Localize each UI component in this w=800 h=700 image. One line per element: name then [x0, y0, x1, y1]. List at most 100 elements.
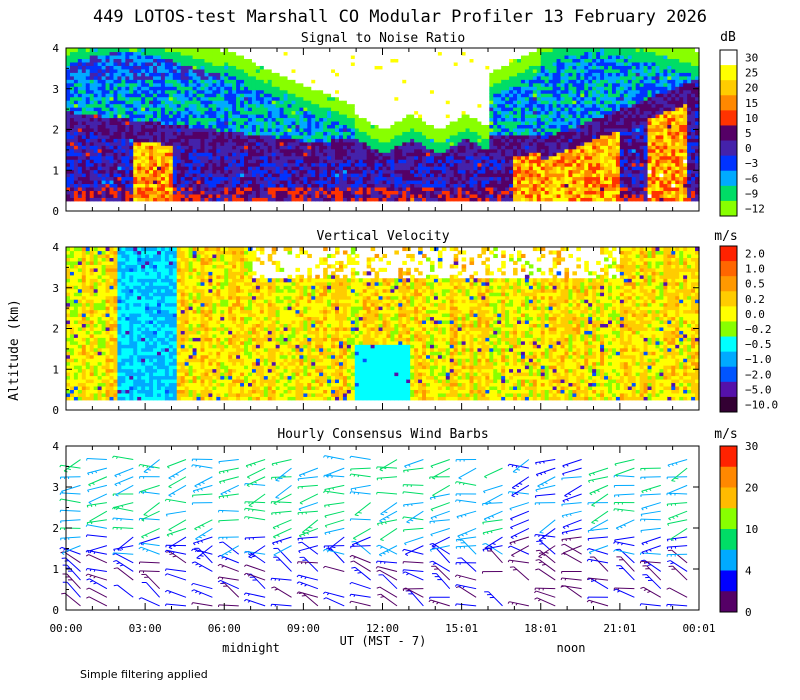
snr-cell	[247, 110, 253, 115]
snr-cell	[180, 131, 186, 136]
snr-cell	[402, 134, 407, 139]
snr-cell	[121, 193, 126, 198]
snr-cell	[77, 89, 83, 94]
snr-cell	[77, 190, 83, 195]
snr-cell	[141, 48, 146, 53]
snr-cell	[279, 183, 285, 188]
snr-cell	[93, 48, 99, 53]
snr-cell	[232, 54, 237, 60]
snr-cell	[299, 169, 304, 174]
snr-cell	[489, 162, 494, 167]
snr-cell	[394, 107, 399, 112]
snr-cell	[255, 86, 261, 91]
snr-cell	[184, 141, 190, 146]
snr-cell	[263, 127, 269, 132]
snr-cell	[160, 169, 166, 174]
snr-cell	[354, 103, 360, 108]
snr-cell	[315, 107, 320, 112]
snr-cell	[342, 86, 348, 91]
snr-cell	[481, 166, 486, 171]
snr-cell	[121, 100, 126, 105]
snr-cell	[354, 120, 360, 126]
snr-cell	[354, 145, 360, 150]
snr-cell	[501, 138, 506, 143]
snr-cell	[406, 68, 411, 73]
snr-cell	[240, 58, 245, 63]
snr-cell	[422, 183, 427, 188]
snr-cell	[196, 162, 202, 167]
snr-cell	[275, 89, 281, 94]
snr-cell	[513, 183, 518, 188]
snr-cell	[180, 166, 186, 171]
snr-cell	[240, 89, 245, 94]
snr-cell	[374, 152, 380, 157]
snr-cell	[323, 197, 328, 202]
snr-cell	[141, 166, 146, 171]
snr-cell	[97, 138, 103, 143]
snr-cell	[493, 138, 498, 143]
snr-cell	[429, 176, 435, 181]
snr-cell	[469, 148, 475, 153]
snr-cell	[493, 120, 498, 126]
snr-cell	[426, 141, 431, 146]
snr-cell	[461, 110, 467, 115]
snr-cell	[489, 93, 494, 98]
snr-cell	[196, 148, 202, 153]
snr-cell	[247, 145, 253, 150]
snr-cell	[338, 166, 344, 171]
snr-cell	[287, 145, 293, 150]
snr-cell	[196, 103, 202, 108]
snr-cell	[224, 138, 229, 143]
snr-cell	[220, 193, 225, 198]
snr-cell	[323, 162, 328, 167]
snr-cell	[457, 186, 463, 191]
snr-cell	[481, 107, 486, 112]
snr-cell	[338, 58, 344, 63]
snr-cell	[287, 107, 293, 112]
snr-cell	[287, 48, 293, 53]
snr-cell	[224, 131, 229, 136]
snr-cell	[101, 193, 107, 198]
snr-cell	[433, 75, 439, 80]
snr-cell	[244, 48, 249, 53]
snr-cell	[378, 124, 384, 129]
snr-cell	[394, 89, 399, 94]
snr-cell	[497, 113, 502, 119]
snr-cell	[422, 169, 427, 174]
snr-cell	[188, 72, 194, 77]
snr-cell	[188, 58, 194, 63]
snr-cell	[342, 134, 348, 139]
snr-cell	[390, 190, 395, 195]
snr-cell	[449, 166, 455, 171]
snr-cell	[335, 110, 340, 115]
snr-cell	[374, 68, 380, 73]
snr-cell	[156, 113, 162, 119]
snr-cell	[259, 197, 265, 202]
snr-cell	[331, 134, 336, 139]
snr-cell	[311, 169, 316, 174]
snr-cell	[240, 82, 245, 87]
snr-cell	[200, 79, 206, 84]
snr-cell	[299, 61, 304, 66]
snr-cell	[461, 176, 467, 181]
snr-cell	[426, 79, 431, 84]
snr-cell	[366, 120, 372, 126]
snr-cell	[338, 179, 344, 185]
snr-cell	[208, 89, 213, 94]
snr-cell	[121, 103, 126, 108]
snr-cell	[204, 179, 210, 185]
snr-cell	[291, 110, 297, 115]
snr-cell	[196, 93, 202, 98]
snr-cell	[362, 148, 368, 153]
snr-cell	[196, 124, 202, 129]
snr-cell	[291, 79, 297, 84]
snr-cell	[441, 186, 447, 191]
snr-cell	[137, 183, 142, 188]
snr-cell	[338, 65, 344, 70]
snr-cell	[323, 131, 328, 136]
snr-cell	[208, 162, 213, 167]
snr-cell	[113, 86, 119, 91]
snr-cell	[145, 100, 150, 105]
snr-cell	[208, 190, 213, 195]
snr-cell	[117, 176, 122, 181]
